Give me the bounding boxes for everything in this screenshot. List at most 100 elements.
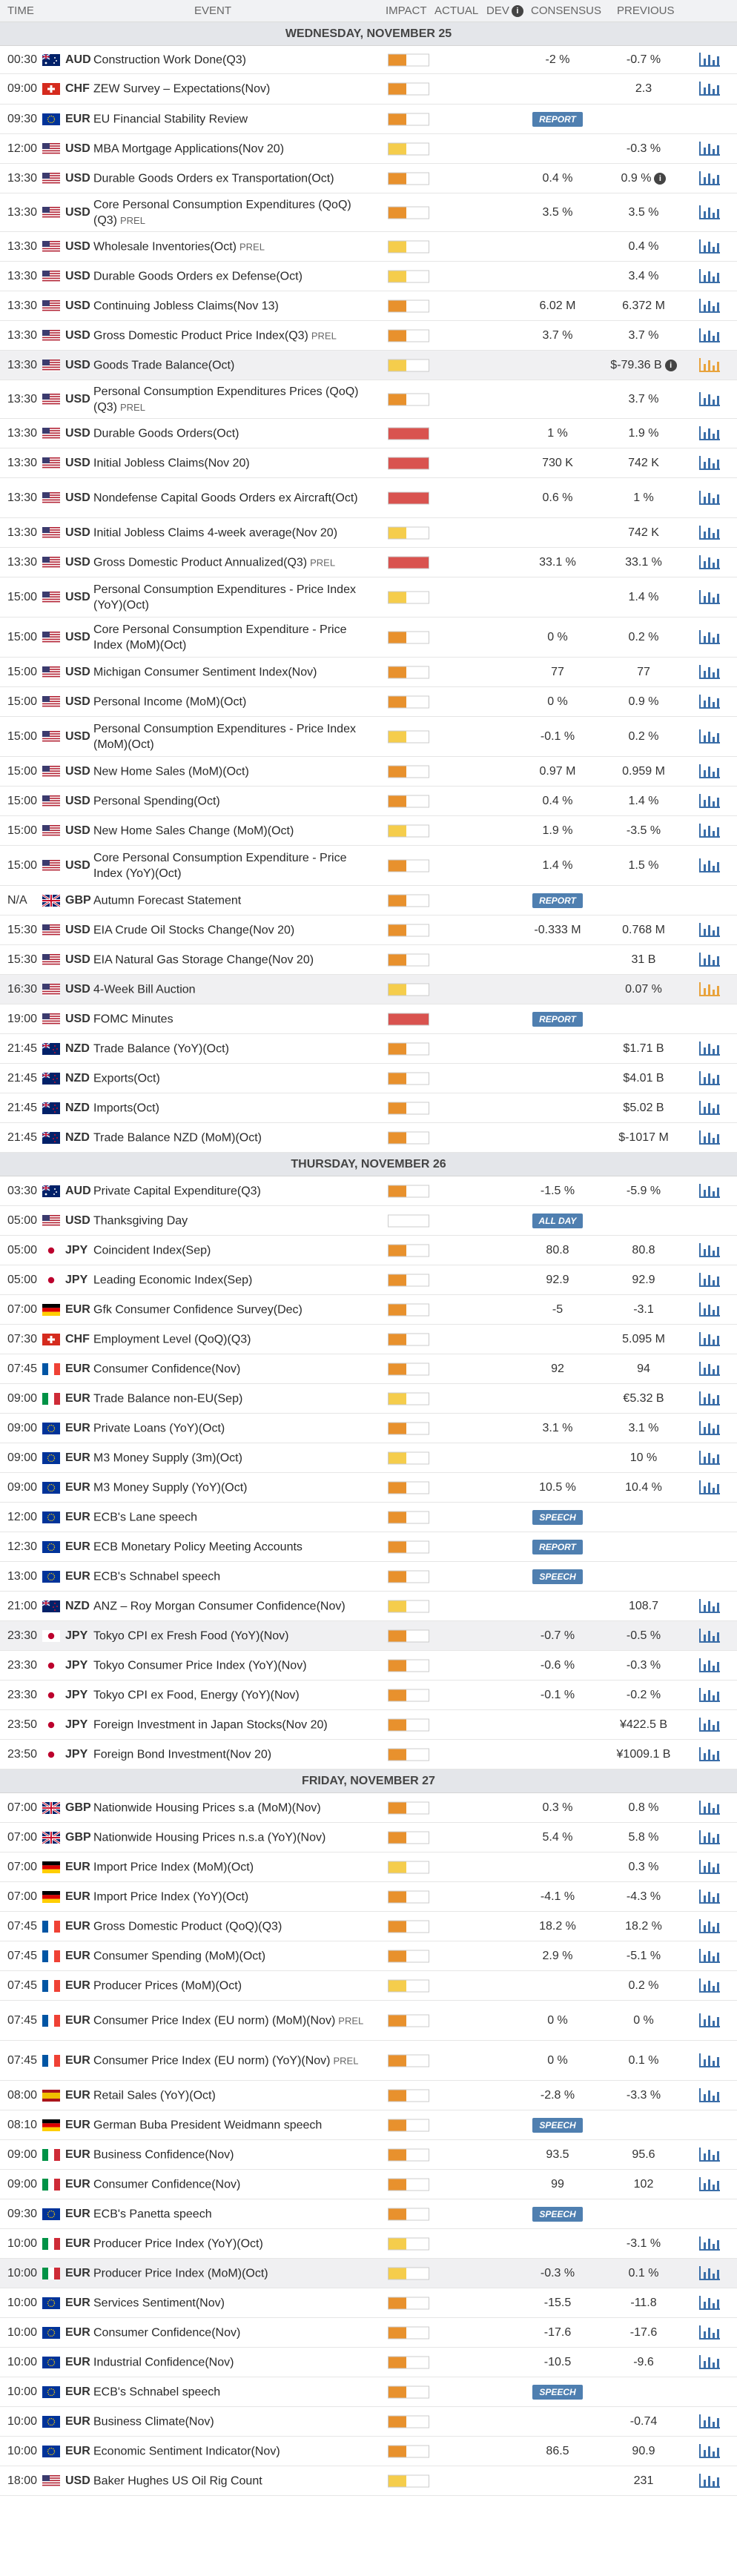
event-row[interactable]: 00:30 AUD Construction Work Done(Q3) -2 % -0… [0, 46, 737, 74]
bar-chart-icon[interactable] [698, 1889, 721, 1905]
bar-chart-icon[interactable] [698, 239, 721, 255]
event-title[interactable]: MBA Mortgage Applications(Nov 20) [93, 142, 285, 155]
event-name[interactable]: ZEW Survey – Expectations(Nov) [93, 82, 379, 97]
event-row[interactable]: 21:45 NZD Imports(Oct) $5.02 B [0, 1093, 737, 1123]
event-name[interactable]: Baker Hughes US Oil Rig Count [93, 2473, 379, 2489]
bar-chart-icon[interactable] [698, 298, 721, 314]
event-title[interactable]: Gross Domestic Product Price Index(Q3) [93, 329, 308, 342]
event-title[interactable]: Business Climate(Nov) [93, 2415, 214, 2428]
event-row[interactable]: 05:00 JPY Leading Economic Index(Sep) 92.9 9… [0, 1265, 737, 1295]
event-row[interactable]: 13:30 USD Personal Consumption Expenditure… [0, 380, 737, 419]
event-title[interactable]: Goods Trade Balance(Oct) [93, 359, 235, 371]
bar-chart-icon[interactable] [698, 1948, 721, 1964]
event-name[interactable]: Tokyo CPI ex Fresh Food (YoY)(Nov) [93, 1628, 379, 1643]
event-row[interactable]: 13:30 USD Nondefense Capital Goods Orders … [0, 478, 737, 518]
event-name[interactable]: Industrial Confidence(Nov) [93, 2354, 379, 2370]
event-row[interactable]: 09:00 EUR Trade Balance non-EU(Sep) €5.32 B [0, 1384, 737, 1414]
event-row[interactable]: 18:00 USD Baker Hughes US Oil Rig Count 231 [0, 2466, 737, 2496]
event-name[interactable]: Personal Consumption Expenditures - Pric… [93, 582, 379, 613]
event-title[interactable]: Private Capital Expenditure(Q3) [93, 1185, 261, 1197]
event-row[interactable]: 23:30 JPY Tokyo CPI ex Food, Energy (YoY)(… [0, 1681, 737, 1710]
event-name[interactable]: Construction Work Done(Q3) [93, 52, 379, 67]
event-title[interactable]: EU Financial Stability Review [93, 113, 248, 125]
event-title[interactable]: Personal Consumption Expenditures - Pric… [93, 722, 356, 751]
event-title[interactable]: Foreign Bond Investment(Nov 20) [93, 1748, 272, 1761]
event-name[interactable]: Continuing Jobless Claims(Nov 13) [93, 298, 379, 314]
event-row[interactable]: 13:30 USD Durable Goods Orders ex Defense(… [0, 262, 737, 291]
event-name[interactable]: Retail Sales (YoY)(Oct) [93, 2087, 379, 2103]
bar-chart-icon[interactable] [698, 981, 721, 998]
event-title[interactable]: Personal Income (MoM)(Oct) [93, 695, 247, 708]
event-title[interactable]: Foreign Investment in Japan Stocks(Nov 2… [93, 1718, 328, 1731]
bar-chart-icon[interactable] [698, 490, 721, 506]
event-title[interactable]: Autumn Forecast Statement [93, 894, 242, 907]
event-name[interactable]: Tokyo Consumer Price Index (YoY)(Nov) [93, 1658, 379, 1673]
event-title[interactable]: Imports(Oct) [93, 1102, 159, 1114]
event-row[interactable]: 09:00 EUR Business Confidence(Nov) 93.5 95.6 [0, 2140, 737, 2170]
event-name[interactable]: ECB's Schnabel speech [93, 2384, 379, 2400]
bar-chart-icon[interactable] [698, 455, 721, 471]
event-row[interactable]: 07:45 EUR Consumer Spending (MoM)(Oct) 2.9 … [0, 1941, 737, 1971]
bar-chart-icon[interactable] [698, 1746, 721, 1763]
event-title[interactable]: German Buba President Weidmann speech [93, 2119, 323, 2131]
event-row[interactable]: 09:00 EUR Private Loans (YoY)(Oct) 3.1 % 3.1… [0, 1414, 737, 1443]
bar-chart-icon[interactable] [698, 1130, 721, 1146]
bar-chart-icon[interactable] [698, 328, 721, 344]
bar-chart-icon[interactable] [698, 1041, 721, 1057]
event-name[interactable]: 4-Week Bill Auction [93, 981, 379, 997]
event-name[interactable]: ECB's Schnabel speech [93, 1569, 379, 1584]
event-title[interactable]: Employment Level (QoQ)(Q3) [93, 1333, 251, 1345]
event-row[interactable]: 13:30 USD Initial Jobless Claims 4-week av… [0, 518, 737, 548]
event-title[interactable]: Personal Consumption Expenditures - Pric… [93, 583, 356, 612]
event-name[interactable]: Leading Economic Index(Sep) [93, 1272, 379, 1288]
event-name[interactable]: Trade Balance non-EU(Sep) [93, 1391, 379, 1406]
event-name[interactable]: Tokyo CPI ex Food, Energy (YoY)(Nov) [93, 1687, 379, 1703]
event-name[interactable]: German Buba President Weidmann speech [93, 2117, 379, 2133]
bar-chart-icon[interactable] [698, 1918, 721, 1935]
event-row[interactable]: 10:00 EUR Industrial Confidence(Nov) -10.5 -… [0, 2348, 737, 2377]
event-name[interactable]: Wholesale Inventories(Oct) PREL [93, 239, 379, 254]
bar-chart-icon[interactable] [698, 1100, 721, 1116]
bar-chart-icon[interactable] [698, 1070, 721, 1087]
event-row[interactable]: 13:30 USD Initial Jobless Claims(Nov 20) 73… [0, 448, 737, 478]
event-name[interactable]: Consumer Confidence(Nov) [93, 2325, 379, 2340]
event-title[interactable]: ZEW Survey – Expectations(Nov) [93, 82, 271, 96]
event-title[interactable]: ECB's Lane speech [93, 1511, 198, 1523]
event-name[interactable]: Autumn Forecast Statement [93, 893, 379, 908]
event-name[interactable]: Trade Balance NZD (MoM)(Oct) [93, 1130, 379, 1145]
event-name[interactable]: M3 Money Supply (3m)(Oct) [93, 1450, 379, 1466]
event-row[interactable]: 07:45 EUR Producer Prices (MoM)(Oct) 0.2 % [0, 1971, 737, 2001]
event-title[interactable]: Producer Price Index (MoM)(Oct) [93, 2267, 268, 2279]
event-name[interactable]: Consumer Price Index (EU norm) (MoM)(Nov… [93, 2013, 379, 2028]
event-row[interactable]: 21:45 NZD Trade Balance NZD (MoM)(Oct) $-10… [0, 1123, 737, 1153]
info-icon[interactable]: i [664, 359, 677, 371]
bar-chart-icon[interactable] [698, 1859, 721, 1875]
event-title[interactable]: Durable Goods Orders(Oct) [93, 427, 239, 440]
bar-chart-icon[interactable] [698, 1628, 721, 1644]
event-row[interactable]: 09:00 EUR M3 Money Supply (YoY)(Oct) 10.5 %… [0, 1473, 737, 1503]
event-row[interactable]: 12:30 EUR ECB Monetary Policy Meeting Acco… [0, 1532, 737, 1562]
event-row[interactable]: N/A GBP Autumn Forecast Statement REPORT [0, 886, 737, 915]
event-name[interactable]: Foreign Bond Investment(Nov 20) [93, 1746, 379, 1762]
event-row[interactable]: 21:45 NZD Exports(Oct) $4.01 B [0, 1064, 737, 1093]
event-title[interactable]: FOMC Minutes [93, 1013, 173, 1025]
event-name[interactable]: Coincident Index(Sep) [93, 1242, 379, 1258]
event-name[interactable]: Producer Price Index (MoM)(Oct) [93, 2265, 379, 2281]
bar-chart-icon[interactable] [698, 141, 721, 157]
event-name[interactable]: Nationwide Housing Prices s.a (MoM)(Nov) [93, 1800, 379, 1815]
event-row[interactable]: 21:00 NZD ANZ – Roy Morgan Consumer Confid… [0, 1592, 737, 1621]
event-title[interactable]: Business Confidence(Nov) [93, 2148, 234, 2161]
event-row[interactable]: 05:00 JPY Coincident Index(Sep) 80.8 80.8 [0, 1236, 737, 1265]
event-title[interactable]: M3 Money Supply (YoY)(Oct) [93, 1481, 248, 1494]
event-row[interactable]: 15:30 USD EIA Crude Oil Stocks Change(Nov … [0, 915, 737, 945]
event-name[interactable]: Producer Price Index (YoY)(Oct) [93, 2236, 379, 2251]
event-title[interactable]: EIA Crude Oil Stocks Change(Nov 20) [93, 924, 295, 936]
bar-chart-icon[interactable] [698, 1420, 721, 1437]
bar-chart-icon[interactable] [698, 2013, 721, 2029]
event-title[interactable]: Trade Balance NZD (MoM)(Oct) [93, 1131, 262, 1144]
bar-chart-icon[interactable] [698, 1830, 721, 1846]
event-row[interactable]: 08:10 EUR German Buba President Weidmann s… [0, 2110, 737, 2140]
event-title[interactable]: Core Personal Consumption Expenditure - … [93, 623, 347, 652]
event-row[interactable]: 15:00 USD Personal Consumption Expenditure… [0, 717, 737, 757]
event-title[interactable]: Thanksgiving Day [93, 1214, 188, 1227]
